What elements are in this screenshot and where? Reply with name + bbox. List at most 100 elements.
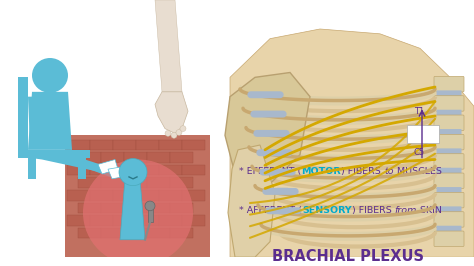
Polygon shape: [155, 92, 188, 134]
FancyBboxPatch shape: [113, 190, 137, 201]
Polygon shape: [78, 150, 86, 179]
Polygon shape: [28, 150, 100, 172]
Polygon shape: [228, 145, 275, 257]
FancyBboxPatch shape: [125, 177, 147, 188]
FancyBboxPatch shape: [79, 177, 101, 188]
FancyBboxPatch shape: [437, 129, 462, 135]
FancyBboxPatch shape: [407, 125, 439, 143]
Circle shape: [119, 159, 147, 186]
FancyBboxPatch shape: [182, 215, 206, 226]
FancyBboxPatch shape: [113, 215, 137, 226]
Polygon shape: [98, 160, 118, 174]
Text: * AFFERENT (: * AFFERENT (: [239, 206, 302, 215]
FancyBboxPatch shape: [434, 115, 464, 131]
FancyBboxPatch shape: [125, 152, 147, 163]
Text: MUSCLES: MUSCLES: [393, 167, 441, 176]
FancyBboxPatch shape: [434, 173, 464, 189]
Circle shape: [171, 132, 177, 138]
FancyBboxPatch shape: [434, 96, 464, 111]
Polygon shape: [148, 208, 153, 222]
FancyBboxPatch shape: [125, 202, 147, 213]
Polygon shape: [28, 150, 36, 179]
FancyBboxPatch shape: [182, 190, 206, 201]
FancyBboxPatch shape: [137, 215, 159, 226]
Polygon shape: [155, 0, 182, 92]
Text: * EFFERENT (: * EFFERENT (: [239, 167, 301, 176]
FancyBboxPatch shape: [147, 152, 171, 163]
FancyBboxPatch shape: [101, 152, 125, 163]
Polygon shape: [65, 135, 210, 257]
Text: SENSORY: SENSORY: [302, 206, 352, 215]
FancyBboxPatch shape: [434, 76, 464, 92]
FancyBboxPatch shape: [434, 192, 464, 208]
Circle shape: [176, 130, 182, 135]
FancyBboxPatch shape: [137, 165, 159, 176]
Text: SKIN: SKIN: [417, 206, 442, 215]
FancyBboxPatch shape: [125, 228, 147, 238]
Polygon shape: [18, 77, 28, 150]
FancyBboxPatch shape: [434, 154, 464, 169]
FancyBboxPatch shape: [91, 140, 113, 150]
FancyBboxPatch shape: [91, 190, 113, 201]
FancyBboxPatch shape: [171, 152, 193, 163]
Polygon shape: [225, 73, 310, 184]
Text: ) FIBERS: ) FIBERS: [352, 206, 395, 215]
FancyBboxPatch shape: [437, 226, 462, 231]
Circle shape: [83, 160, 193, 266]
Circle shape: [32, 58, 68, 93]
Text: BRACHIAL PLEXUS: BRACHIAL PLEXUS: [273, 250, 424, 264]
FancyBboxPatch shape: [147, 177, 171, 188]
Text: C5: C5: [414, 148, 425, 157]
Circle shape: [180, 126, 186, 131]
FancyBboxPatch shape: [79, 202, 101, 213]
FancyBboxPatch shape: [137, 190, 159, 201]
FancyBboxPatch shape: [434, 231, 464, 247]
FancyBboxPatch shape: [182, 140, 206, 150]
FancyBboxPatch shape: [67, 165, 91, 176]
FancyBboxPatch shape: [171, 177, 193, 188]
Polygon shape: [120, 179, 145, 240]
FancyBboxPatch shape: [67, 215, 91, 226]
FancyBboxPatch shape: [437, 110, 462, 115]
Text: ) FIBERS: ) FIBERS: [341, 167, 384, 176]
FancyBboxPatch shape: [101, 202, 125, 213]
Text: from: from: [395, 206, 417, 215]
FancyBboxPatch shape: [79, 152, 101, 163]
FancyBboxPatch shape: [159, 165, 182, 176]
FancyBboxPatch shape: [137, 140, 159, 150]
FancyBboxPatch shape: [113, 165, 137, 176]
FancyBboxPatch shape: [437, 187, 462, 193]
FancyBboxPatch shape: [437, 168, 462, 173]
FancyBboxPatch shape: [101, 228, 125, 238]
Polygon shape: [28, 97, 45, 145]
FancyBboxPatch shape: [147, 228, 171, 238]
Text: T1: T1: [414, 107, 424, 116]
FancyBboxPatch shape: [171, 228, 193, 238]
FancyBboxPatch shape: [101, 177, 125, 188]
Polygon shape: [108, 166, 128, 179]
FancyBboxPatch shape: [159, 215, 182, 226]
Text: to: to: [384, 167, 393, 176]
FancyBboxPatch shape: [434, 134, 464, 150]
Polygon shape: [55, 150, 110, 177]
FancyBboxPatch shape: [437, 206, 462, 212]
PathPatch shape: [230, 29, 474, 257]
Polygon shape: [28, 92, 72, 150]
Circle shape: [145, 201, 155, 211]
FancyBboxPatch shape: [91, 215, 113, 226]
FancyBboxPatch shape: [91, 165, 113, 176]
Text: MOTOR: MOTOR: [301, 167, 341, 176]
FancyBboxPatch shape: [434, 212, 464, 227]
FancyBboxPatch shape: [159, 190, 182, 201]
FancyBboxPatch shape: [79, 228, 101, 238]
FancyBboxPatch shape: [113, 140, 137, 150]
FancyBboxPatch shape: [67, 140, 91, 150]
FancyBboxPatch shape: [159, 140, 182, 150]
FancyBboxPatch shape: [182, 165, 206, 176]
FancyBboxPatch shape: [67, 190, 91, 201]
FancyBboxPatch shape: [437, 148, 462, 154]
FancyBboxPatch shape: [437, 90, 462, 96]
Polygon shape: [18, 150, 90, 157]
FancyBboxPatch shape: [147, 202, 171, 213]
FancyBboxPatch shape: [171, 202, 193, 213]
